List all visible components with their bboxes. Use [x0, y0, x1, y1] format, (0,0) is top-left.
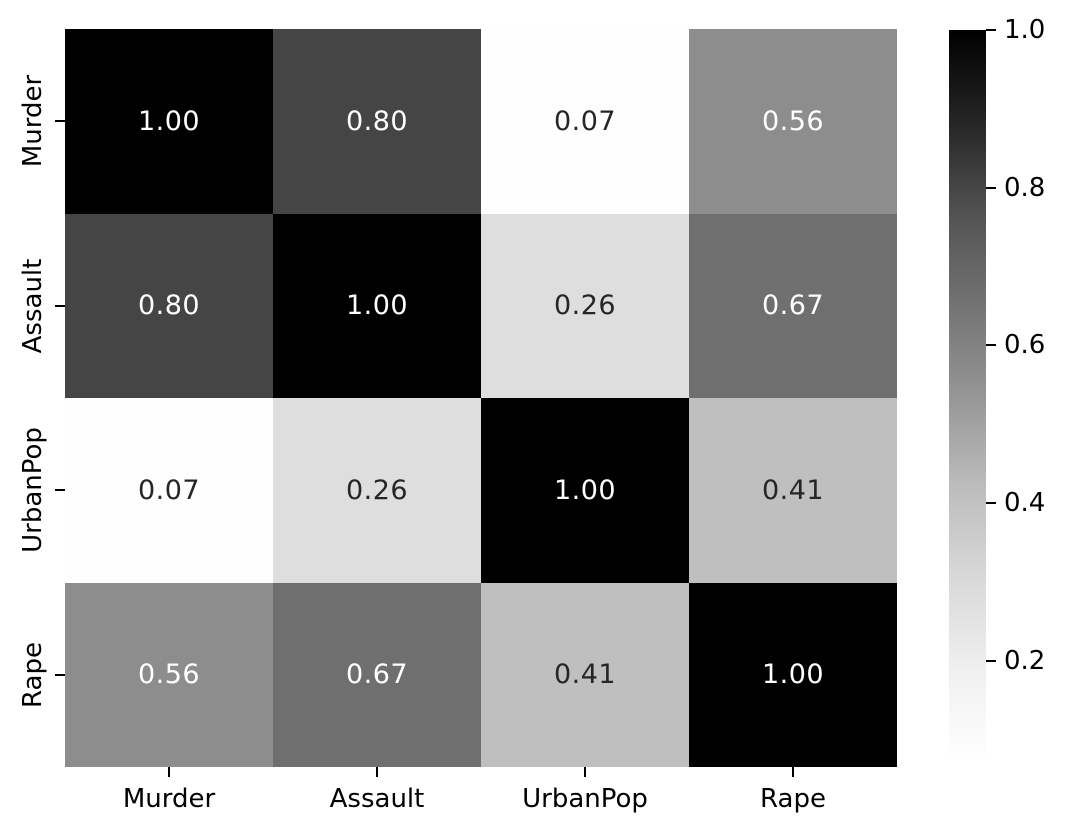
colorbar-tick-mark: [986, 659, 996, 662]
colorbar-tick-mark: [986, 186, 996, 189]
y-tick-label: Rape: [18, 641, 48, 708]
heatmap-cell: 1.00: [65, 29, 273, 214]
cell-value: 0.41: [761, 474, 825, 506]
cell-value: 0.56: [137, 659, 201, 691]
cell-value: 0.41: [553, 659, 617, 691]
cell-value: 0.67: [761, 290, 825, 322]
heatmap-grid: 1.00 0.80 0.07 0.56 0.80 1.00 0.26 0.67 0.07 0.26…: [65, 29, 897, 767]
heatmap-cell: 0.56: [689, 29, 897, 214]
cell-value: 0.26: [345, 474, 409, 506]
x-tick-mark: [376, 767, 378, 777]
cell-value: 0.56: [761, 105, 825, 137]
heatmap-cell: 0.80: [273, 29, 481, 214]
heatmap-cell: 0.41: [481, 582, 689, 767]
colorbar-tick-label: 0.6: [1004, 330, 1046, 361]
x-tick-mark: [168, 767, 170, 777]
y-tick-label: UrbanPop: [18, 427, 48, 554]
cell-value: 0.67: [345, 659, 409, 691]
x-tick-mark: [584, 767, 586, 777]
colorbar-tick-label: 0.2: [1004, 645, 1046, 676]
cell-value: 0.80: [345, 105, 409, 137]
colorbar-tick-mark: [986, 501, 996, 504]
heatmap-cell: 1.00: [481, 398, 689, 583]
cell-value: 1.00: [553, 474, 617, 506]
colorbar-gradient: [949, 30, 986, 763]
colorbar-tick-label: 1.0: [1004, 15, 1046, 45]
heatmap-cell: 1.00: [689, 582, 897, 767]
cell-value: 0.07: [553, 105, 617, 137]
heatmap-cell: 1.00: [273, 213, 481, 398]
y-tick-mark: [55, 120, 65, 123]
heatmap-cell: 0.26: [273, 398, 481, 583]
y-tick-label: Murder: [18, 75, 48, 168]
colorbar-tick-label: 0.8: [1004, 172, 1046, 203]
colorbar-tick-mark: [986, 29, 996, 31]
cell-value: 1.00: [761, 659, 825, 691]
heatmap-cell: 0.67: [273, 582, 481, 767]
x-tick-label: UrbanPop: [522, 784, 648, 814]
colorbar-tick-mark: [986, 344, 996, 347]
colorbar-tick-label: 0.4: [1004, 487, 1046, 518]
heatmap-cell: 0.07: [65, 398, 273, 583]
heatmap-cell: 0.56: [65, 582, 273, 767]
y-tick-mark: [55, 673, 65, 676]
heatmap-cell: 0.41: [689, 398, 897, 583]
x-tick-label: Assault: [329, 784, 425, 814]
x-tick-label: Murder: [122, 784, 216, 814]
y-tick-mark: [55, 304, 65, 307]
cell-value: 0.07: [137, 474, 201, 506]
cell-value: 1.00: [345, 290, 409, 322]
heatmap-cell: 0.80: [65, 213, 273, 398]
heatmap-cell: 0.26: [481, 213, 689, 398]
heatmap-cell: 0.07: [481, 29, 689, 214]
y-tick-label: Assault: [18, 258, 48, 354]
cell-value: 0.26: [553, 290, 617, 322]
x-tick-label: Rape: [760, 784, 826, 814]
x-tick-mark: [792, 767, 794, 777]
y-tick-mark: [55, 489, 65, 492]
cell-value: 0.80: [137, 290, 201, 322]
heatmap-cell: 0.67: [689, 213, 897, 398]
cell-value: 1.00: [137, 105, 201, 137]
